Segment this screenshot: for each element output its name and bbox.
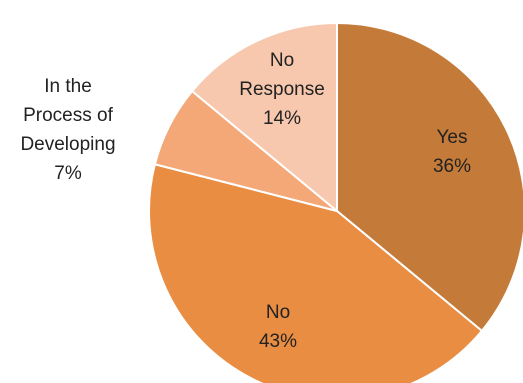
pie-value-label: 36% (433, 156, 471, 177)
pie-category-label: In the (44, 76, 92, 97)
pie-labels: Yes 36% No 43% In the Process of Developing 7% N… (20, 50, 471, 352)
pie-label-no-response: No Response 14% (239, 50, 325, 129)
pie-category-label: Developing (20, 134, 115, 155)
pie-label-yes: Yes 36% (433, 127, 471, 177)
pie-category-label: Process of (23, 105, 113, 126)
pie-value-label: 7% (54, 163, 82, 184)
pie-category-label: No (266, 302, 290, 323)
pie-slice-no-response (190, 21, 338, 214)
pie-slices (148, 21, 523, 383)
pie-value-label: 14% (263, 108, 301, 129)
pie-label-no: No 43% (259, 302, 297, 352)
pie-value-label: 43% (259, 331, 297, 352)
pie-category-label: Yes (437, 127, 468, 148)
pie-category-label: No (270, 50, 294, 71)
pie-category-label: Response (239, 79, 325, 100)
pie-label-in-the-process-of-developing: In the Process of Developing 7% (20, 76, 115, 184)
pie-slice-yes (336, 21, 523, 333)
pie-slice-no (148, 163, 484, 383)
